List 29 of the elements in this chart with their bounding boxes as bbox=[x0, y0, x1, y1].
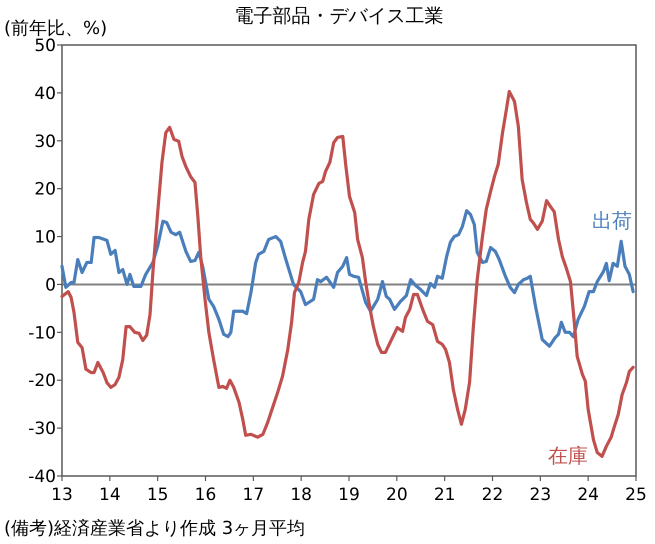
x-tick-label: 14 bbox=[99, 485, 121, 505]
x-tick-label: 20 bbox=[386, 485, 408, 505]
x-tick-label: 23 bbox=[530, 485, 552, 505]
y-tick-label: -30 bbox=[28, 419, 56, 440]
x-tick-label: 17 bbox=[242, 485, 264, 505]
series-label: 在庫 bbox=[548, 443, 588, 468]
chart-title: 電子部品・デバイス工業 bbox=[234, 5, 444, 27]
y-tick-label: 30 bbox=[34, 132, 56, 152]
x-tick-label: 19 bbox=[338, 485, 360, 505]
line-series bbox=[60, 209, 635, 348]
y-tick-label: 0 bbox=[45, 275, 56, 296]
y-axis-title: (前年比、%) bbox=[4, 18, 108, 39]
x-tick-label: 15 bbox=[146, 485, 168, 505]
y-tick-label: 40 bbox=[34, 84, 56, 104]
y-tick-label: 50 bbox=[34, 36, 56, 56]
x-tick-label: 22 bbox=[482, 485, 504, 505]
x-tick-label: 25 bbox=[625, 485, 647, 505]
x-tick-label: 24 bbox=[577, 485, 599, 505]
x-tick-label: 18 bbox=[290, 485, 312, 505]
x-tick-label: 13 bbox=[51, 485, 73, 505]
y-tick-label: -10 bbox=[28, 323, 56, 344]
text: (備考)経済産業省より作成 3ヶ月平均 bbox=[4, 518, 306, 539]
y-tick-label: 10 bbox=[34, 228, 56, 248]
x-tick-label: 21 bbox=[434, 485, 456, 505]
y-tick-label: -20 bbox=[28, 371, 56, 392]
y-tick-label: 20 bbox=[34, 180, 56, 200]
series-label: 出荷 bbox=[592, 208, 632, 232]
x-tick-label: 16 bbox=[194, 485, 216, 505]
y-tick-label: -40 bbox=[28, 467, 56, 487]
